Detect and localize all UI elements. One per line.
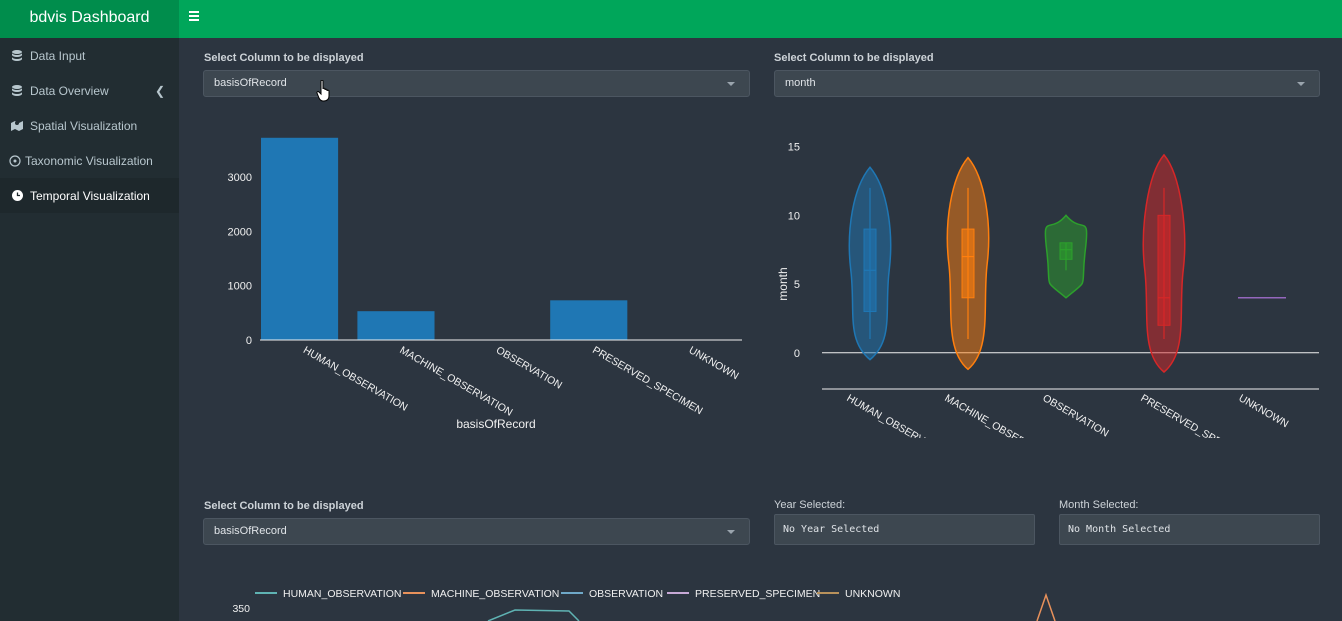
legend-item: UNKNOWN	[845, 588, 900, 600]
year-selected-label: Year Selected:	[774, 499, 846, 511]
legend-item: HUMAN_OBSERVATION	[283, 588, 401, 600]
bar-human-observation	[261, 137, 339, 340]
violin-box	[961, 228, 975, 299]
sidebar-item-label: Taxonomic Visualization	[25, 153, 153, 168]
sidebar: Data Input Data Overview ❮ Spatial Visua…	[0, 38, 179, 621]
x-tick-label: OBSERVATION	[494, 344, 564, 391]
series-line-unknown	[1036, 592, 1056, 621]
bar-chart[interactable]: 0100020003000HUMAN_OBSERVATIONMACHINE_OB…	[203, 118, 753, 438]
sidebar-item-temporal-visualization[interactable]: Temporal Visualization	[0, 178, 179, 213]
y-tick-label: 15	[788, 142, 800, 154]
x-tick-label: OBSERVATION	[1041, 392, 1111, 438]
violin-box	[1059, 242, 1073, 260]
panel2-column-select[interactable]: month	[774, 70, 1320, 97]
violin-machine-observation	[946, 156, 990, 371]
bar-machine-observation	[357, 311, 435, 340]
caret-down-icon	[727, 530, 735, 534]
sidebar-item-data-input[interactable]: Data Input	[0, 38, 179, 73]
y-tick-label: 3000	[228, 172, 252, 184]
panel3-label: Select Column to be displayed	[204, 500, 364, 512]
app-title[interactable]: bdvis Dashboard	[0, 0, 179, 38]
bar-preserved-specimen	[550, 300, 628, 340]
y-tick-label: 0	[246, 335, 252, 347]
caret-down-icon	[1297, 82, 1305, 86]
month-selected-field[interactable]: No Month Selected	[1059, 514, 1320, 545]
violin-chart[interactable]: 051015monthHUMAN_OBSERVATIONMACHINE_OBSE…	[774, 118, 1329, 438]
legend-item: MACHINE_OBSERVATION	[431, 588, 559, 600]
y-tick-label: 5	[794, 279, 800, 291]
month-selected-label: Month Selected:	[1059, 499, 1139, 511]
x-tick-label: PRESERVED_SPECIMEN	[590, 344, 704, 417]
x-tick-label: HUMAN_OBSERVATION	[301, 344, 410, 414]
panel1-label: Select Column to be displayed	[204, 52, 364, 64]
legend-item: PRESERVED_SPECIMEN	[695, 588, 820, 600]
sidebar-item-label: Data Overview	[30, 83, 109, 98]
x-tick-label: UNKNOWN	[687, 344, 741, 382]
panel3-column-select[interactable]: basisOfRecord	[203, 518, 750, 545]
y-tick-label: 10	[788, 210, 800, 222]
sidebar-item-label: Temporal Visualization	[30, 188, 150, 203]
x-axis-title: basisOfRecord	[456, 417, 535, 431]
panel1-column-select[interactable]: basisOfRecord	[203, 70, 750, 97]
sidebar-item-data-overview[interactable]: Data Overview ❮	[0, 73, 179, 108]
panel2-selected-value: month	[785, 77, 816, 89]
violin-preserved-specimen	[1142, 153, 1186, 373]
panel3-selected-value: basisOfRecord	[214, 525, 287, 537]
y-tick-label: 350	[232, 603, 250, 615]
clock-icon	[10, 189, 24, 203]
violin-human-observation	[848, 166, 892, 361]
x-tick-label: PRESERVED_SPECIMEN	[1139, 392, 1253, 438]
main-content: Select Column to be displayed basisOfRec…	[179, 38, 1342, 621]
violin-box	[1157, 214, 1171, 326]
sidebar-toggle-icon[interactable]	[189, 11, 203, 25]
chevron-left-icon: ❮	[154, 84, 165, 98]
line-chart[interactable]: HUMAN_OBSERVATION MACHINE_OBSERVATION OBSE…	[203, 578, 1323, 621]
sidebar-item-label: Data Input	[30, 48, 86, 63]
map-icon	[10, 119, 24, 133]
y-tick-label: 0	[794, 348, 800, 360]
violin-observation	[1044, 214, 1088, 299]
sidebar-item-spatial-visualization[interactable]: Spatial Visualization	[0, 108, 179, 143]
caret-down-icon	[727, 82, 735, 86]
legend-item: OBSERVATION	[589, 588, 663, 600]
top-navbar: bdvis Dashboard	[0, 0, 1342, 38]
panel2-label: Select Column to be displayed	[774, 52, 934, 64]
y-tick-label: 2000	[228, 226, 252, 238]
sitemap-icon	[8, 154, 22, 168]
x-tick-label: HUMAN_OBSERVATION	[845, 392, 954, 438]
sidebar-item-label: Spatial Visualization	[30, 118, 138, 133]
x-tick-label: UNKNOWN	[1237, 392, 1291, 430]
database-icon	[10, 84, 24, 98]
y-axis-title: month	[776, 267, 790, 300]
hand-pointer-cursor-icon	[316, 80, 330, 102]
series-line-human-observation	[487, 609, 580, 621]
panel1-selected-value: basisOfRecord	[214, 77, 287, 89]
database-icon	[10, 49, 24, 63]
year-selected-field[interactable]: No Year Selected	[774, 514, 1035, 545]
sidebar-item-taxonomic-visualization[interactable]: Taxonomic Visualization	[0, 143, 179, 178]
y-tick-label: 1000	[228, 281, 252, 293]
